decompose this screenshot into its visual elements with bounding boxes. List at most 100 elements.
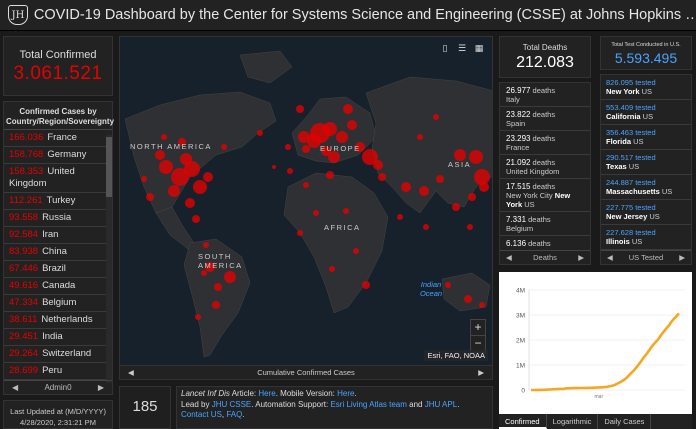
case-bubble[interactable] [168,185,180,197]
esri-link[interactable]: Esri Living Atlas team [330,399,407,409]
world-map[interactable]: ▯ ☰ ▦ NORTH AMERICA EUROPE ASIA AFRICA S… [119,36,493,380]
prev-arrow-icon[interactable]: ◀ [12,383,19,392]
prev-arrow-icon[interactable]: ◀ [128,368,134,377]
list-item[interactable]: 28.699 Peru [4,363,112,380]
scrollbar-thumb[interactable] [106,137,112,197]
list-item[interactable]: 158.353 United Kingdom [4,164,112,193]
list-item[interactable]: 290.517 tested Texas US [601,150,691,175]
list-icon[interactable]: ☰ [457,43,467,53]
case-bubble[interactable] [454,149,466,161]
case-bubble[interactable] [362,281,370,289]
case-bubble[interactable] [417,134,423,140]
case-bubble[interactable] [296,105,304,113]
case-bubble[interactable] [257,130,263,136]
case-bubble[interactable] [185,198,195,208]
tab-daily-cases[interactable]: Daily Cases [598,414,652,429]
case-bubble[interactable] [193,180,207,194]
zoom-out-button[interactable]: − [474,336,482,350]
case-bubble[interactable] [212,301,220,309]
case-bubble[interactable] [445,282,451,288]
case-bubble[interactable] [423,224,429,230]
list-item[interactable]: 26.977 deaths Italy [500,83,590,107]
case-bubble[interactable] [272,165,276,169]
list-item[interactable]: 49.616 Canada [4,278,112,295]
list-item[interactable]: 67.446 Brazil [4,261,112,278]
case-bubble[interactable] [302,145,310,153]
next-arrow-icon[interactable]: ▶ [578,253,584,262]
list-item[interactable]: 17.515 deaths New York City New York US [500,179,590,212]
mobile-version-link[interactable]: Here [337,389,355,398]
case-bubble[interactable] [343,104,353,114]
case-bubble[interactable] [307,134,321,148]
article-link[interactable]: Here [258,389,276,398]
case-bubble[interactable] [329,266,335,272]
list-item[interactable]: 356.463 tested Florida US [601,125,691,150]
case-bubble[interactable] [468,193,476,201]
bookmark-icon[interactable]: ▯ [442,43,448,53]
case-bubble[interactable] [303,182,309,188]
list-item[interactable]: 29.264 Switzerland [4,346,112,363]
case-bubble[interactable] [323,122,337,136]
list-item[interactable]: 23.293 deaths France [500,131,590,155]
tab-logarithmic[interactable]: Logarithmic [547,414,599,429]
case-bubble[interactable] [195,314,201,320]
case-bubble[interactable] [362,149,378,165]
list-item[interactable]: 826.095 tested New York US [601,75,691,100]
case-bubble[interactable] [285,144,291,150]
list-item[interactable]: 23.822 deaths Spain [500,107,590,131]
case-bubble[interactable] [355,142,365,152]
case-bubble[interactable] [321,146,331,156]
case-bubble[interactable] [469,150,483,164]
list-item[interactable]: 38.611 Netherlands [4,312,112,329]
next-arrow-icon[interactable]: ▶ [97,383,104,392]
list-item[interactable]: 47.334 Belgium [4,295,112,312]
case-bubble[interactable] [297,230,303,236]
tab-confirmed[interactable]: Confirmed [499,414,547,429]
case-bubble[interactable] [353,248,359,254]
list-item[interactable]: 83.938 China [4,244,112,261]
country-list-scrollbar[interactable] [106,135,112,383]
case-bubble[interactable] [203,242,209,248]
next-arrow-icon[interactable]: ▶ [478,368,484,377]
list-item[interactable]: 7.331 deaths Belgium [500,212,590,236]
case-bubble[interactable] [452,203,460,211]
case-bubble[interactable] [467,224,473,230]
faq-link[interactable]: FAQ [226,410,243,419]
list-item[interactable]: 166.036 France [4,130,112,147]
case-bubble[interactable] [464,295,472,303]
list-item[interactable]: 227.628 tested Illinois US [601,225,691,250]
list-item[interactable]: 244.887 tested Massachusetts US [601,175,691,200]
case-bubble[interactable] [192,215,200,223]
case-bubble[interactable] [184,161,200,177]
case-bubble[interactable] [205,262,215,272]
case-bubble[interactable] [141,176,147,182]
list-item[interactable]: 112.261 Turkey [4,193,112,210]
case-bubble[interactable] [328,151,340,163]
case-bubble[interactable] [479,302,485,308]
case-bubble[interactable] [397,214,403,220]
case-bubble[interactable] [347,120,357,130]
case-bubble[interactable] [436,175,444,183]
case-bubble[interactable] [146,193,154,201]
case-bubble[interactable] [343,208,349,214]
case-bubble[interactable] [433,114,439,120]
case-bubble[interactable] [336,131,348,143]
case-bubble[interactable] [474,169,490,185]
case-bubble[interactable] [326,171,334,179]
prev-arrow-icon[interactable]: ◀ [607,253,613,262]
list-item[interactable]: 92.584 Iran [4,227,112,244]
prev-arrow-icon[interactable]: ◀ [506,253,512,262]
world-map-canvas[interactable] [120,37,493,380]
list-item[interactable]: 21.092 deaths United Kingdom [500,155,590,179]
jhu-csse-link[interactable]: JHU CSSE [211,399,252,409]
list-item[interactable]: 93.558 Russia [4,210,112,227]
case-bubble[interactable] [298,131,310,143]
list-item[interactable]: 6.136 deaths [500,236,590,251]
case-bubble[interactable] [373,160,383,170]
case-bubble[interactable] [378,173,386,181]
case-bubble[interactable] [287,168,293,174]
list-item[interactable]: 227.775 tested New Jersey US [601,200,691,225]
case-bubble[interactable] [161,134,167,140]
case-bubble[interactable] [171,168,189,186]
case-bubble[interactable] [159,160,173,174]
